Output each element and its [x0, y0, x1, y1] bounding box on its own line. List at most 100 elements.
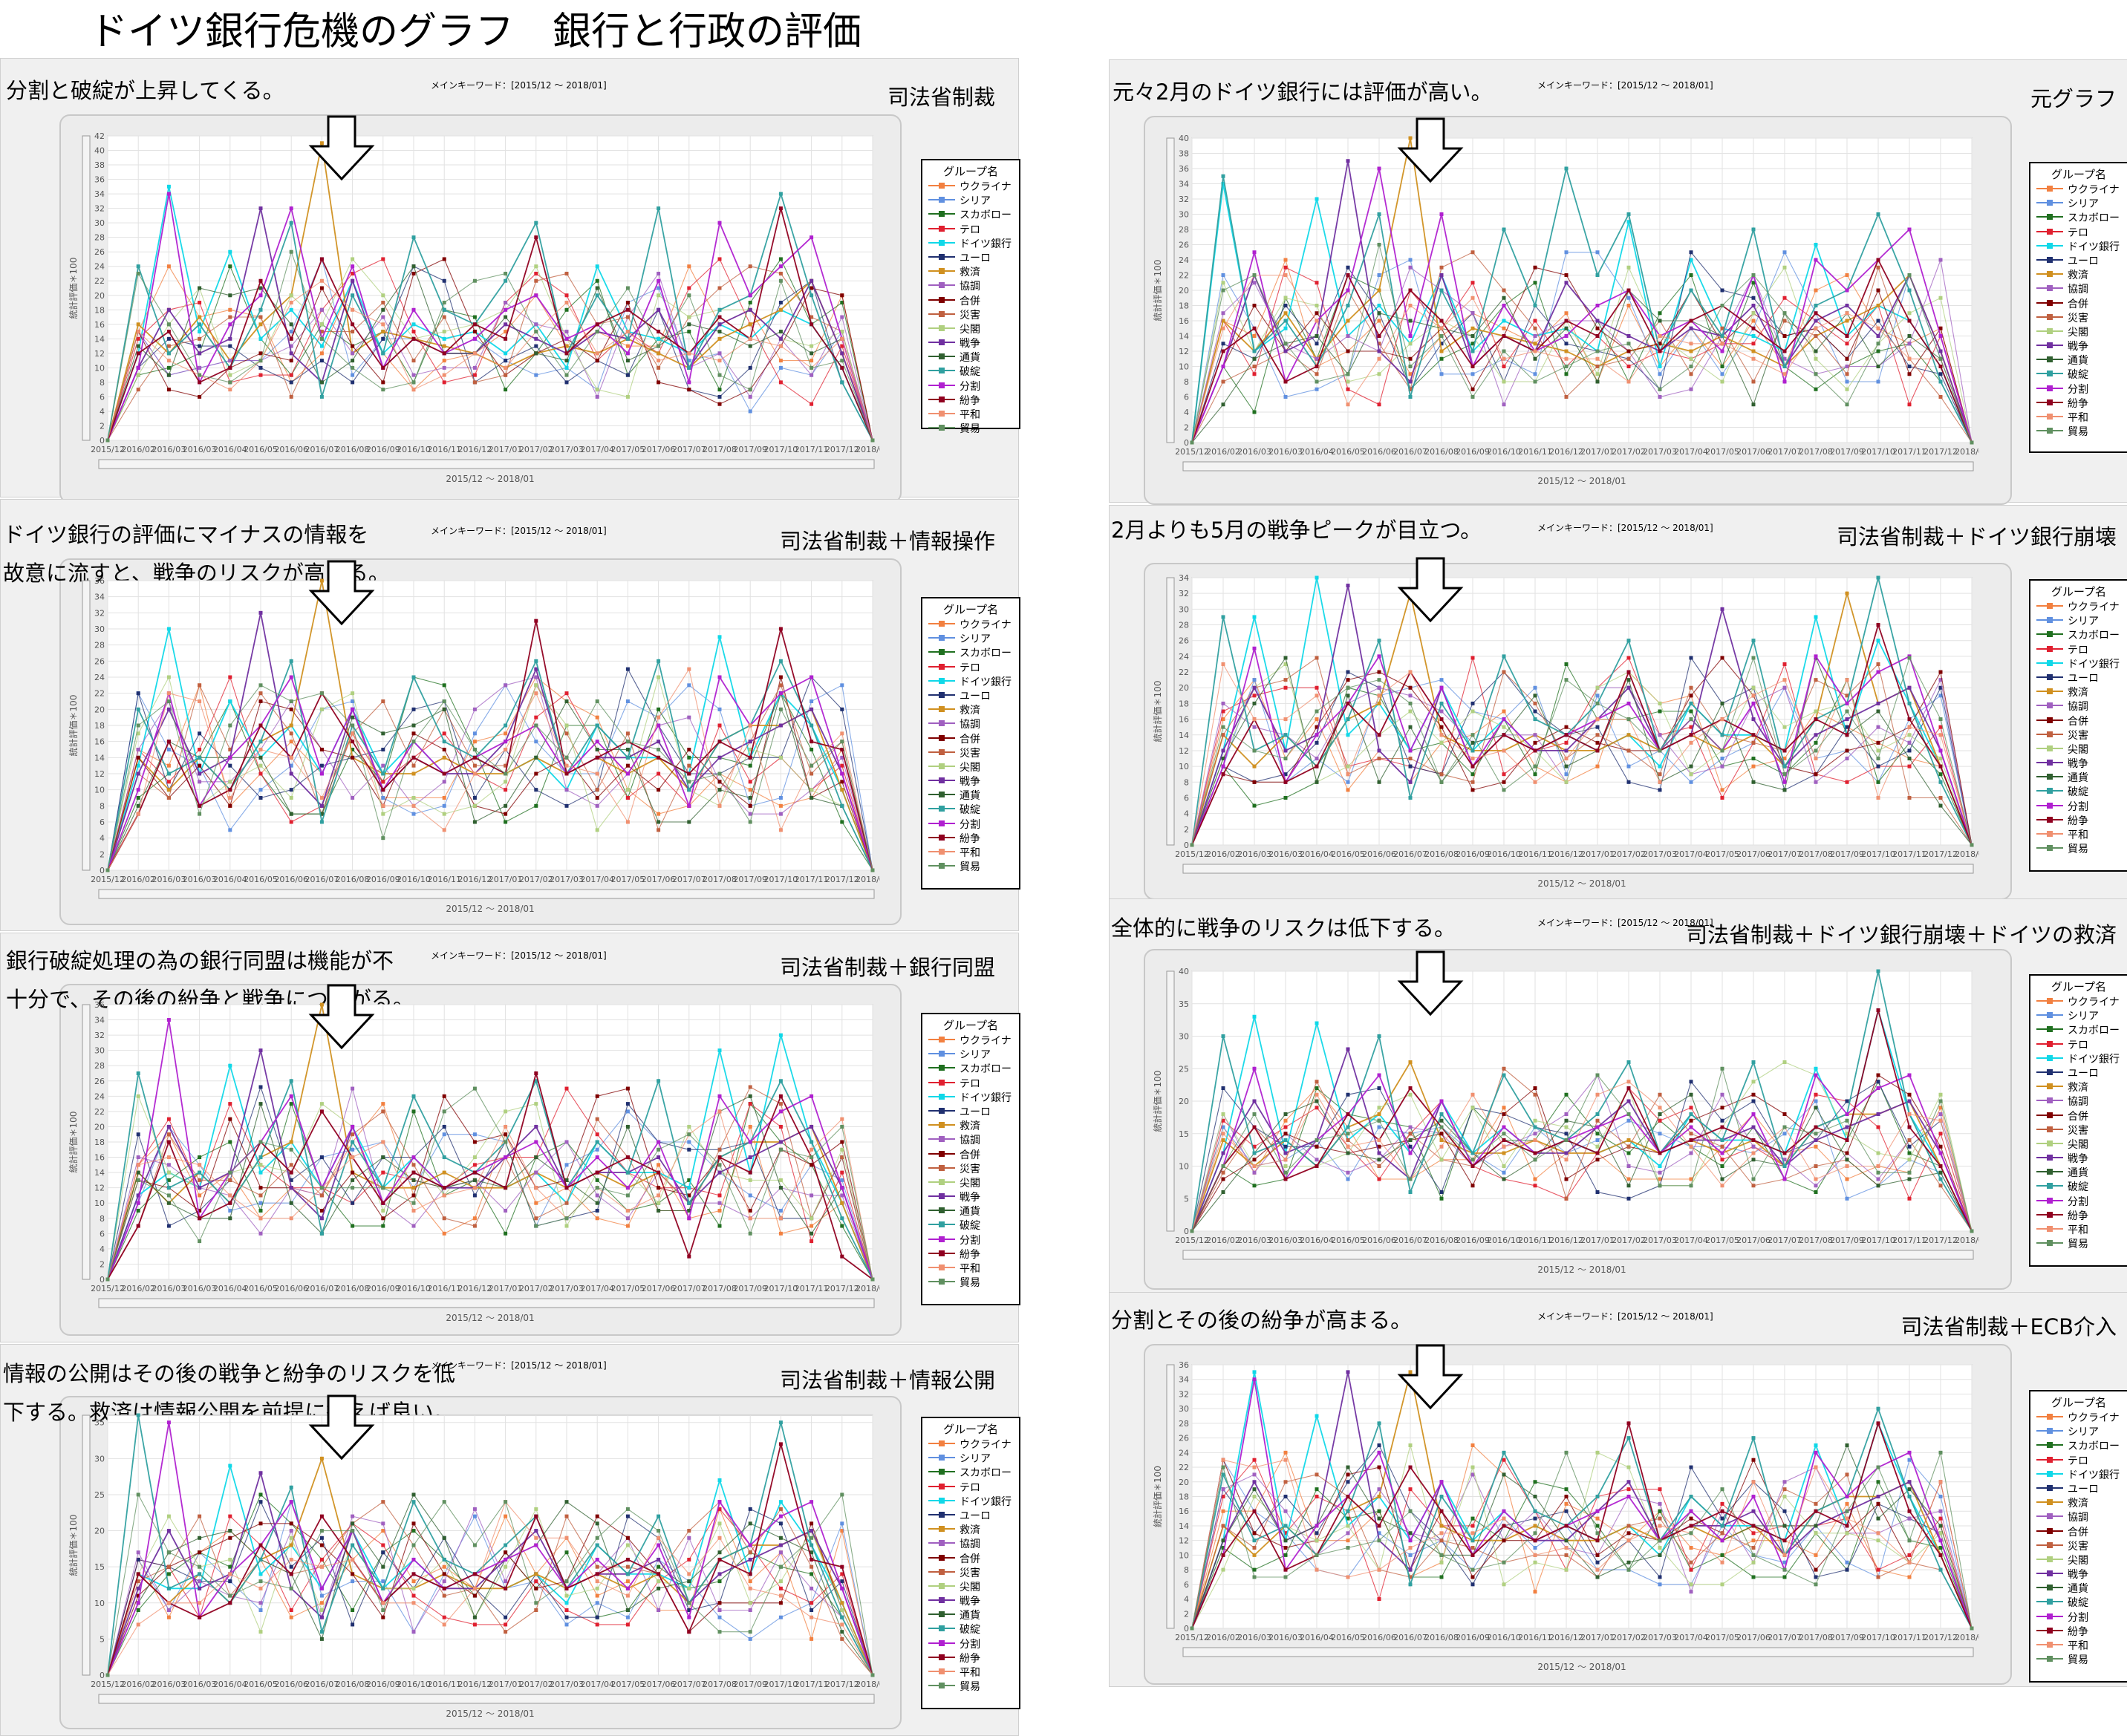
data-point: [779, 1587, 783, 1590]
data-point: [1409, 258, 1413, 262]
data-point: [1253, 1100, 1257, 1103]
data-point: [473, 380, 477, 384]
data-point: [504, 351, 507, 355]
data-point: [228, 1171, 232, 1175]
x-tick-label: 2016/04: [213, 875, 247, 884]
data-point: [718, 788, 722, 792]
data-point: [228, 1117, 232, 1121]
legend-item: ウクライナ: [2030, 599, 2127, 613]
legend-swatch-marker: [2047, 414, 2053, 420]
data-point: [534, 345, 538, 348]
data-point: [290, 322, 293, 326]
data-point: [626, 1587, 630, 1590]
data-point: [749, 1507, 752, 1511]
legend-swatch: [2036, 398, 2063, 407]
data-point: [198, 1216, 201, 1220]
data-point: [290, 812, 293, 816]
data-point: [320, 1515, 324, 1518]
data-point: [1346, 350, 1350, 353]
x-tick-label: 2016/03: [183, 445, 217, 454]
legend-item: 紛争: [922, 1247, 1019, 1261]
data-point: [565, 691, 569, 695]
data-point: [228, 1064, 232, 1068]
legend-label: 救済: [960, 264, 980, 279]
data-point: [1877, 258, 1880, 262]
data-point: [443, 828, 446, 832]
data-point: [1627, 304, 1631, 307]
legend-label: ウクライナ: [2068, 182, 2120, 197]
data-point: [443, 257, 446, 261]
data-point: [749, 1601, 752, 1605]
legend-label: スカボロー: [960, 1061, 1012, 1076]
data-point: [840, 359, 844, 362]
data-point: [504, 337, 507, 341]
legend-item: 災害: [922, 307, 1019, 322]
data-point: [1378, 212, 1381, 216]
data-point: [687, 1630, 691, 1634]
data-point: [198, 804, 201, 808]
data-point: [1409, 266, 1413, 270]
x-range-label: 2015/12 ～ 2018/01: [1537, 1265, 1626, 1275]
x-tick-label: 2016/05: [244, 875, 278, 884]
legend-swatch: [2036, 829, 2063, 838]
legend-item: 協調: [922, 278, 1019, 293]
y-tick-label: 24: [94, 262, 105, 272]
data-point: [779, 1209, 783, 1213]
data-point: [1315, 576, 1319, 580]
data-point: [1565, 250, 1569, 254]
data-point: [1658, 1132, 1662, 1135]
data-point: [228, 1558, 232, 1562]
data-point: [596, 1178, 599, 1182]
data-point: [259, 206, 263, 210]
legend-item: 尖閣: [2030, 1137, 2127, 1151]
data-point: [1814, 1164, 1818, 1168]
data-point: [626, 699, 630, 703]
data-point: [626, 796, 630, 800]
data-point: [351, 380, 354, 384]
data-point: [1284, 678, 1288, 682]
x-tick-label: 2016/09: [366, 1680, 400, 1689]
data-point: [1565, 395, 1569, 399]
data-point: [687, 788, 691, 792]
legend-item: 尖閣: [2030, 324, 2127, 339]
data-point: [1908, 319, 1912, 323]
legend-swatch-marker: [2047, 1226, 2053, 1232]
data-point: [320, 820, 324, 824]
data-point: [198, 1536, 201, 1540]
legend-swatch-marker: [939, 1250, 945, 1256]
data-point: [381, 351, 385, 355]
data-point: [443, 1171, 446, 1175]
data-point: [1877, 365, 1880, 368]
data-point: [228, 1102, 232, 1106]
data-point: [381, 1500, 385, 1504]
data-point: [1627, 1138, 1631, 1142]
legend-item: 戦争: [2030, 339, 2127, 353]
data-point: [167, 1529, 171, 1533]
data-point: [198, 366, 201, 370]
x-tick-label: 2017/12: [825, 1680, 859, 1689]
data-point: [381, 380, 385, 384]
data-point: [1658, 702, 1662, 705]
data-point: [412, 731, 416, 735]
x-tick-label: 2016/02: [121, 875, 155, 884]
data-point: [1596, 686, 1600, 690]
y-tick-label: 15: [1179, 1129, 1189, 1139]
data-point: [1222, 733, 1225, 737]
legend-swatch-marker: [2047, 371, 2053, 376]
data-point: [473, 1622, 477, 1626]
data-point: [657, 1155, 660, 1159]
data-point: [657, 1186, 660, 1190]
data-point: [1409, 1126, 1413, 1129]
legend-label: 紛争: [960, 831, 980, 846]
data-point: [1284, 1145, 1288, 1149]
data-point: [1409, 702, 1413, 705]
data-point: [198, 1579, 201, 1583]
y-tick-label: 20: [94, 705, 105, 714]
data-point: [1939, 357, 1943, 361]
x-tick-label: 2017/06: [1736, 1633, 1771, 1642]
y-tick-label: 18: [94, 721, 105, 731]
x-tick-label: 2016/06: [1362, 1633, 1396, 1642]
legend-swatch: [928, 1681, 955, 1690]
legend-label: 尖閣: [960, 1175, 980, 1190]
legend-swatch-marker: [2047, 1026, 2053, 1032]
